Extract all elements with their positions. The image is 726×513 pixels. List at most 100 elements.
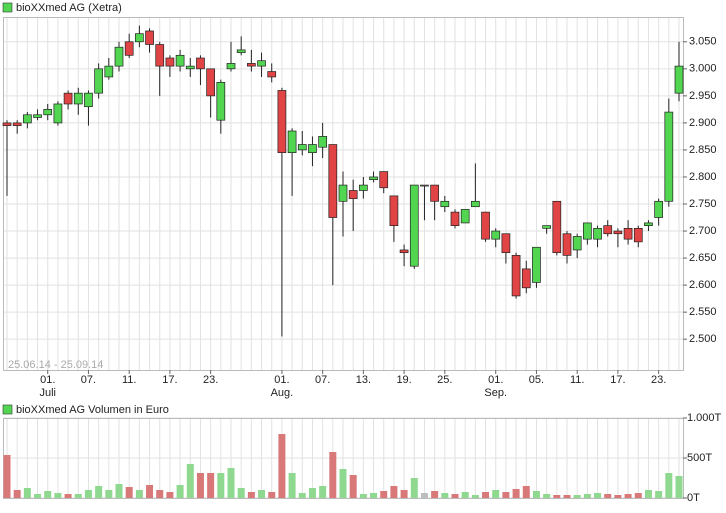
volume-bar	[258, 490, 266, 498]
candle-body	[379, 171, 389, 189]
y-tick-label: 2.500	[689, 333, 717, 345]
volume-bar	[441, 493, 449, 498]
volume-bar	[13, 490, 21, 498]
volume-bar	[3, 455, 11, 498]
candle-body	[277, 90, 287, 153]
volume-bar	[400, 490, 408, 498]
volume-bar	[125, 487, 133, 498]
x-tick-label: 23.	[203, 374, 218, 386]
volume-bar	[370, 493, 378, 498]
y-tick-label: 2.650	[689, 252, 717, 264]
candle-body	[104, 65, 114, 78]
legend-label: bioXXmed AG (Xetra)	[16, 2, 122, 14]
volume-bar	[319, 486, 327, 498]
y-tick-label: 2.750	[689, 198, 717, 210]
volume-bar	[196, 473, 204, 498]
volume-bar	[583, 494, 591, 498]
candle-body	[389, 195, 399, 226]
x-tick-label: 19.	[396, 374, 411, 386]
volume-bar	[644, 490, 652, 498]
volume-bar	[339, 469, 347, 498]
x-tick-label: 11.	[570, 374, 584, 386]
candle-body	[308, 144, 317, 153]
volume-bar	[288, 473, 296, 498]
volume-bar	[522, 486, 530, 498]
candle-body	[501, 233, 511, 254]
candle-body	[2, 122, 12, 126]
volume-bar	[573, 495, 581, 498]
candle-body	[613, 230, 623, 235]
candle-body	[63, 92, 73, 105]
candle-body	[409, 184, 419, 267]
candle-body	[369, 176, 378, 181]
x-tick-label: 07.	[81, 374, 96, 386]
volume-bar	[34, 494, 42, 498]
volume-bar	[227, 468, 235, 498]
volume-bar	[156, 490, 164, 498]
x-month-label: Aug.	[271, 387, 294, 399]
volume-bar	[268, 492, 276, 498]
x-month-label: Sep.	[484, 387, 507, 399]
x-tick-label: 01.	[274, 374, 289, 386]
candle-body	[399, 249, 409, 254]
candle-body	[440, 200, 450, 208]
volume-bar	[471, 495, 479, 498]
volume-bar	[64, 494, 72, 498]
candle-body	[247, 63, 256, 67]
candle-body	[267, 71, 277, 78]
candle-body	[206, 68, 215, 97]
candle-body	[287, 130, 297, 153]
volume-bar	[634, 493, 642, 498]
x-tick-label: 25.	[437, 374, 452, 386]
volume-bar	[420, 493, 428, 498]
volume-bar	[186, 464, 194, 498]
volume-bar	[431, 491, 439, 498]
y-tick-label: 2.550	[689, 306, 717, 318]
candle-body	[216, 81, 226, 121]
volume-bar	[359, 494, 367, 498]
candle-body	[450, 211, 460, 226]
candle-body	[572, 236, 582, 251]
candle-body	[521, 268, 531, 289]
candle-body	[471, 200, 480, 208]
x-tick-label: 01.	[40, 374, 55, 386]
volume-bar	[614, 495, 622, 498]
candle-body	[155, 44, 165, 67]
volume-bar	[349, 475, 357, 498]
volume-bar	[237, 488, 245, 498]
y-tick-label: 2.950	[689, 90, 717, 102]
candle-body	[593, 227, 602, 240]
x-tick-label: 17.	[162, 374, 177, 386]
candle-body	[135, 33, 144, 43]
volume-bar	[390, 486, 398, 498]
volume-bar	[105, 490, 113, 498]
date-range: 25.06.14 - 25.09.14	[8, 359, 103, 371]
candle-body	[430, 184, 439, 202]
candle-body	[33, 114, 42, 118]
volume-bar	[380, 491, 388, 498]
volume-bar	[665, 473, 673, 498]
candle-body	[84, 92, 93, 108]
volume-bar	[95, 486, 103, 498]
candle-body	[12, 122, 22, 126]
candle-body	[460, 209, 470, 224]
candle-body	[348, 190, 358, 199]
candle-body	[114, 46, 124, 67]
volume-bar	[543, 494, 551, 498]
candle-body	[73, 92, 83, 105]
legend-label: bioXXmed AG Volumen in Euro	[16, 404, 169, 416]
volume-bar	[308, 488, 316, 498]
candle-body	[297, 144, 307, 151]
volume-bar	[44, 491, 52, 498]
y-tick-label: 2.700	[689, 225, 717, 237]
volume-bar	[115, 484, 123, 498]
volume-bar	[410, 478, 418, 498]
candle-body	[674, 65, 684, 94]
x-month-label: Juli	[39, 387, 56, 399]
volume-bar	[217, 473, 225, 498]
volume-bar	[594, 493, 602, 498]
candle-body	[185, 65, 195, 70]
candle-body	[328, 144, 338, 218]
candle-body	[94, 68, 103, 94]
